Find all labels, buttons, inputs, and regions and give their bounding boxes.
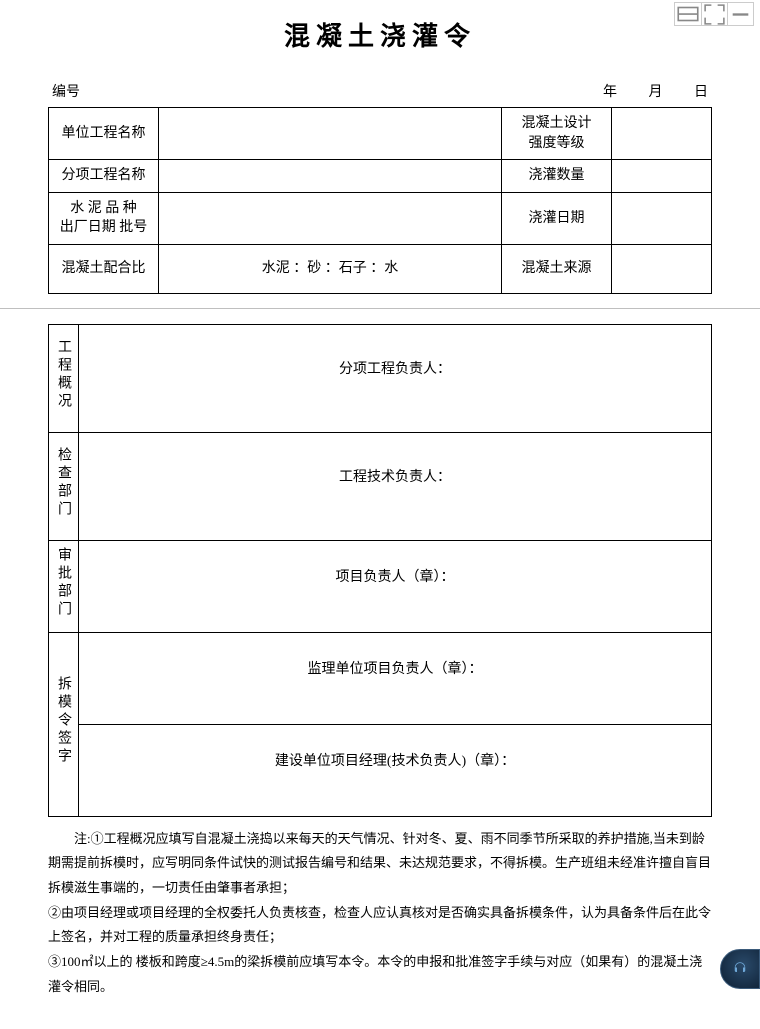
signature-line: 工程技术负责人： <box>339 470 451 485</box>
cell-value[interactable] <box>159 108 502 160</box>
info-table: 单位工程名称 混凝土设计 强度等级 分项工程名称 浇灌数量 水 泥 品 种 出厂… <box>48 107 712 294</box>
signature-line: 建设单位项目经理(技术负责人)（章）： <box>275 754 515 769</box>
cell-label: 单位工程名称 <box>49 108 159 160</box>
cell-mix-ratio: 水泥 ：砂 ：石子 ：水 <box>159 244 502 293</box>
note-item: ③100㎡以上的 楼板和跨度≥4.5m的梁拆模前应填写本令。本令的申报和批准签字… <box>48 950 712 999</box>
signature-cell[interactable]: 监理单位项目负责人（章）： <box>79 632 712 724</box>
cell-label: 水 泥 品 种 出厂日期 批号 <box>49 192 159 244</box>
signature-cell[interactable]: 工程技术负责人： <box>79 432 712 540</box>
cell-label: 浇灌数量 <box>502 160 612 193</box>
cell-label: 混凝土来源 <box>502 244 612 293</box>
page-break-line <box>48 294 712 324</box>
note-item: ②由项目经理或项目经理的全权委托人负责核查，检查人应认真核对是否确实具备拆模条件… <box>48 901 712 950</box>
serial-label: 编号 <box>52 81 80 101</box>
floating-action-button[interactable] <box>720 949 760 989</box>
date-labels: 年 月 日 <box>575 81 708 101</box>
notes-block: 注:①工程概况应填写自混凝土浇捣以来每天的天气情况、针对冬、夏、雨不同季节所采取… <box>48 827 712 1000</box>
table-row: 检查部门 工程技术负责人： <box>49 432 712 540</box>
table-row: 单位工程名称 混凝土设计 强度等级 <box>49 108 712 160</box>
cell-label: 浇灌日期 <box>502 192 612 244</box>
cell-value[interactable] <box>612 192 712 244</box>
signature-line: 分项工程负责人： <box>339 362 451 377</box>
window-toolbar <box>674 2 754 26</box>
page-title: 混凝土浇灌令 <box>48 16 712 53</box>
table-row: 分项工程名称 浇灌数量 <box>49 160 712 193</box>
day-label: 日 <box>694 85 708 100</box>
month-label: 月 <box>649 85 663 100</box>
fit-width-icon[interactable] <box>675 3 701 25</box>
table-row: 建设单位项目经理(技术负责人)（章）： <box>49 724 712 816</box>
table-row: 拆模令签字 监理单位项目负责人（章）： <box>49 632 712 724</box>
cell-value[interactable] <box>612 160 712 193</box>
table-row: 混凝土配合比 水泥 ：砂 ：石子 ：水 混凝土来源 <box>49 244 712 293</box>
headset-icon <box>731 960 749 978</box>
year-label: 年 <box>603 85 617 100</box>
cell-value[interactable] <box>612 108 712 160</box>
cell-label: 混凝土设计 强度等级 <box>502 108 612 160</box>
signature-line: 项目负责人（章）： <box>336 570 455 585</box>
cell-label: 混凝土配合比 <box>49 244 159 293</box>
table-row: 工程概况 分项工程负责人： <box>49 324 712 432</box>
table-row: 水 泥 品 种 出厂日期 批号 浇灌日期 <box>49 192 712 244</box>
section-label-demold: 拆模令签字 <box>49 632 79 816</box>
signature-cell[interactable]: 分项工程负责人： <box>79 324 712 432</box>
section-label-inspect: 检查部门 <box>49 432 79 540</box>
minimize-icon[interactable] <box>727 3 753 25</box>
cell-value[interactable] <box>612 244 712 293</box>
cell-label: 分项工程名称 <box>49 160 159 193</box>
fullscreen-icon[interactable] <box>701 3 727 25</box>
signature-line: 监理单位项目负责人（章）： <box>308 662 483 677</box>
signature-table: 工程概况 分项工程负责人： 检查部门 工程技术负责人： 审批部门 项目负责人（章… <box>48 324 712 817</box>
cell-value[interactable] <box>159 160 502 193</box>
note-item: 注:①工程概况应填写自混凝土浇捣以来每天的天气情况、针对冬、夏、雨不同季节所采取… <box>48 827 712 901</box>
document-page: 混凝土浇灌令 编号 年 月 日 单位工程名称 混凝土设计 强度等级 分项工程名称… <box>0 0 760 1029</box>
header-row: 编号 年 月 日 <box>48 81 712 101</box>
signature-cell[interactable]: 项目负责人（章）： <box>79 540 712 632</box>
signature-cell[interactable]: 建设单位项目经理(技术负责人)（章）： <box>79 724 712 816</box>
section-label-approve: 审批部门 <box>49 540 79 632</box>
table-row: 审批部门 项目负责人（章）： <box>49 540 712 632</box>
section-label-overview: 工程概况 <box>49 324 79 432</box>
cell-value[interactable] <box>159 192 502 244</box>
